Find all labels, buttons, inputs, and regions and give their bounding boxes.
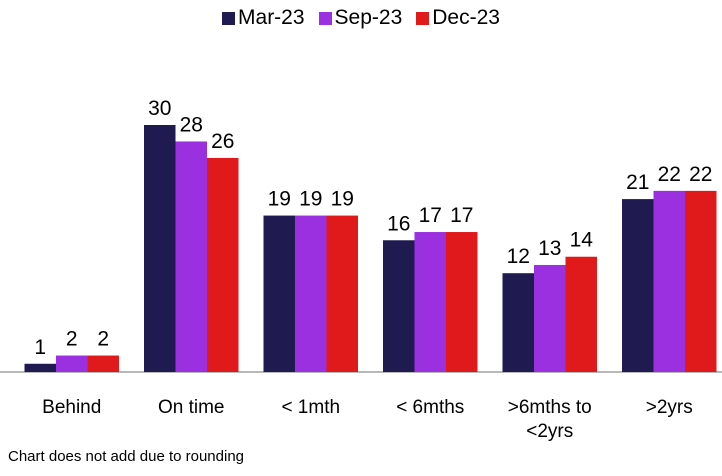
value-label: 2 <box>97 328 109 351</box>
bar <box>383 240 415 372</box>
value-label: 22 <box>658 163 681 186</box>
bar <box>446 232 478 372</box>
legend: Mar-23 Sep-23 Dec-23 <box>0 6 722 30</box>
bar <box>263 215 295 372</box>
legend-swatch <box>222 11 236 25</box>
value-label: 14 <box>570 229 594 252</box>
value-label: 17 <box>450 204 473 227</box>
value-label: 19 <box>268 188 291 211</box>
value-label: 12 <box>507 245 530 268</box>
bar <box>56 355 88 372</box>
bar <box>502 273 534 372</box>
value-label: 13 <box>538 237 561 260</box>
bar <box>24 363 56 372</box>
x-tick-label: On time <box>157 397 225 418</box>
legend-swatch <box>318 11 332 25</box>
bar <box>175 141 207 372</box>
legend-swatch <box>416 11 430 25</box>
legend-item: Sep-23 <box>318 6 403 30</box>
bar <box>565 256 597 372</box>
value-label: 21 <box>626 171 649 194</box>
bar <box>295 215 327 372</box>
value-label: 1 <box>34 336 46 359</box>
bar <box>326 215 358 372</box>
x-tick-label: < 1mth <box>281 397 341 418</box>
bar <box>414 232 446 372</box>
bar <box>653 190 685 372</box>
bar <box>534 264 566 372</box>
bar <box>144 125 176 372</box>
value-label: 26 <box>211 130 234 153</box>
footnote: Chart does not add due to rounding <box>8 448 245 465</box>
x-tick-label: < 6mths <box>396 397 465 418</box>
legend-label: Sep-23 <box>334 6 403 29</box>
value-label: 19 <box>299 188 322 211</box>
legend-label: Dec-23 <box>432 6 500 29</box>
legend-item: Dec-23 <box>416 6 500 30</box>
value-label: 19 <box>331 188 354 211</box>
x-tick-label: Behind <box>42 397 102 418</box>
bar <box>207 157 239 372</box>
x-tick-label: >2yrs <box>645 397 693 418</box>
value-label: 30 <box>148 97 171 120</box>
bar <box>87 355 119 372</box>
legend-item: Mar-23 <box>222 6 305 30</box>
bar <box>685 190 717 372</box>
value-label: 2 <box>66 328 78 351</box>
value-label: 22 <box>689 163 712 186</box>
bar <box>622 199 654 372</box>
legend-label: Mar-23 <box>238 6 305 29</box>
value-label: 16 <box>387 212 410 235</box>
value-label: 28 <box>180 113 203 136</box>
x-tick-label: >6mths to <2yrs <box>507 397 592 442</box>
value-label: 17 <box>419 204 442 227</box>
